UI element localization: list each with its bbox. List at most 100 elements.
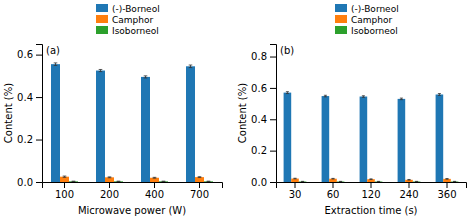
series bbox=[69, 181, 213, 182]
bar bbox=[375, 181, 383, 182]
series bbox=[291, 178, 451, 182]
error-bar bbox=[99, 69, 103, 71]
tick-label: 30 bbox=[289, 189, 302, 200]
tick-label: 200 bbox=[100, 189, 119, 200]
error-bar bbox=[407, 179, 410, 181]
tick-label: 400 bbox=[145, 189, 164, 200]
tick-label: 0.2 bbox=[17, 134, 33, 145]
bar bbox=[60, 177, 69, 182]
error-bar bbox=[331, 178, 334, 180]
plot-area bbox=[51, 63, 213, 182]
tick-mark bbox=[409, 182, 410, 188]
error-bar bbox=[324, 95, 327, 97]
error-bars bbox=[54, 63, 193, 78]
bar bbox=[405, 180, 413, 182]
tick: 0.6 bbox=[251, 83, 276, 94]
error-bar bbox=[153, 177, 157, 179]
legend-label: Isoborneol bbox=[112, 26, 159, 36]
tick-mark bbox=[199, 182, 200, 188]
bar bbox=[195, 177, 204, 182]
tick-mark bbox=[270, 57, 276, 58]
series bbox=[60, 176, 204, 182]
tick: 0.6 bbox=[17, 49, 42, 60]
series bbox=[299, 181, 459, 182]
tick: 60 bbox=[327, 182, 340, 200]
legend-label: (-)-Borneol bbox=[112, 4, 160, 14]
tick-mark bbox=[270, 151, 276, 152]
legend-swatch bbox=[96, 26, 108, 34]
bar bbox=[105, 177, 114, 182]
axis-line bbox=[36, 45, 43, 183]
tick: 0.4 bbox=[17, 92, 42, 103]
bar bbox=[299, 181, 307, 182]
tick-mark bbox=[36, 182, 42, 183]
bar bbox=[141, 77, 150, 182]
error-bar bbox=[54, 63, 58, 66]
error-bars bbox=[286, 92, 441, 100]
error-bar bbox=[63, 176, 67, 177]
x-axis-title: Extraction time (s) bbox=[324, 205, 417, 216]
error-bar bbox=[189, 65, 193, 68]
error-bar bbox=[108, 176, 112, 178]
bar bbox=[436, 94, 444, 182]
error-bar bbox=[301, 181, 304, 182]
axis-line bbox=[43, 183, 223, 189]
error-bar bbox=[286, 92, 289, 94]
bar bbox=[284, 93, 292, 182]
annotation: (a) bbox=[46, 45, 60, 56]
bar bbox=[69, 181, 78, 182]
tick-label: 700 bbox=[190, 189, 209, 200]
error-bar bbox=[117, 181, 121, 182]
legend-item: Camphor bbox=[335, 15, 392, 25]
tick-mark bbox=[109, 182, 110, 188]
tick: 0.4 bbox=[251, 114, 276, 125]
tick-label: 120 bbox=[361, 189, 380, 200]
bar bbox=[443, 179, 451, 182]
error-bar bbox=[438, 94, 441, 96]
legend-item: Isoborneol bbox=[335, 26, 398, 36]
series bbox=[284, 92, 444, 182]
panel: 0.00.20.40.6100200400700Microwave power … bbox=[3, 45, 223, 217]
panel: 0.00.20.40.60.83060120240360Extraction t… bbox=[237, 45, 467, 217]
tick: 0.0 bbox=[17, 177, 42, 188]
error-bar bbox=[445, 178, 448, 180]
tick-mark bbox=[270, 88, 276, 89]
y-axis-title: Content (%) bbox=[237, 83, 248, 143]
tick-label: 240 bbox=[399, 189, 418, 200]
tick-label: 0.0 bbox=[17, 177, 33, 188]
bar bbox=[322, 96, 330, 182]
bar bbox=[451, 181, 459, 182]
tick-label: 0.4 bbox=[251, 114, 267, 125]
bar bbox=[150, 178, 159, 182]
error-bar bbox=[198, 176, 202, 178]
legend: (-)-BorneolCamphorIsoborneol bbox=[335, 4, 399, 36]
axis-line bbox=[277, 183, 467, 189]
tick-mark bbox=[36, 97, 42, 98]
legend-label: (-)-Borneol bbox=[351, 4, 399, 14]
bar bbox=[159, 181, 168, 182]
tick-mark bbox=[371, 182, 372, 188]
tick-mark bbox=[64, 182, 65, 188]
tick: 0.0 bbox=[251, 177, 276, 188]
error-bar bbox=[162, 181, 166, 182]
legend-item: (-)-Borneol bbox=[335, 4, 399, 14]
legend-swatch bbox=[335, 4, 347, 12]
error-bar bbox=[377, 181, 380, 182]
tick-label: 0.6 bbox=[17, 49, 33, 60]
error-bar bbox=[369, 178, 372, 180]
error-bar bbox=[72, 181, 76, 182]
plot-area bbox=[284, 92, 459, 182]
error-bar bbox=[207, 181, 211, 182]
legend-label: Isoborneol bbox=[351, 26, 398, 36]
legend-swatch bbox=[96, 15, 108, 23]
tick: 400 bbox=[145, 182, 164, 200]
bar bbox=[114, 181, 123, 182]
y-axis: 0.0 0.2 0.4 0.6 bbox=[17, 45, 42, 188]
error-bar bbox=[415, 181, 418, 182]
bar bbox=[360, 97, 368, 182]
tick: 0.8 bbox=[251, 51, 276, 62]
y-axis: 0.00.20.40.60.8 bbox=[251, 45, 276, 188]
tick: 30 bbox=[289, 182, 302, 200]
tick-label: 100 bbox=[55, 189, 74, 200]
tick: 120 bbox=[361, 182, 380, 200]
